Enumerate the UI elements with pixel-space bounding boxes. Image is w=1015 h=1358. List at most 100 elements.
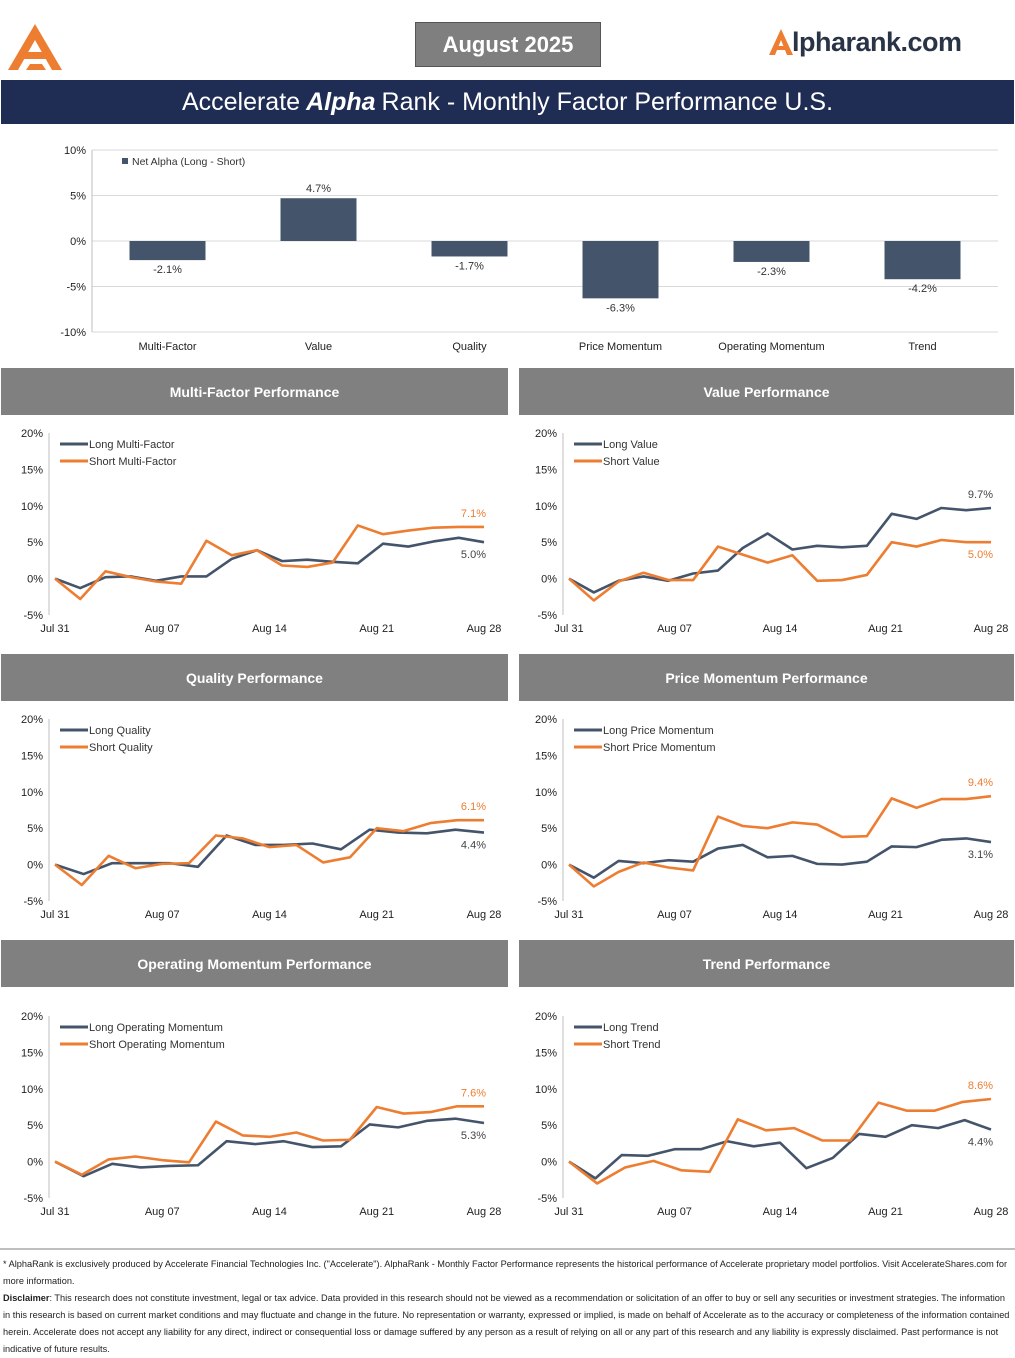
bar (129, 241, 206, 261)
y-tick-label: 0% (541, 860, 557, 872)
x-tick-label: Aug 28 (467, 1206, 502, 1218)
series-line (54, 536, 485, 590)
y-tick-label: 5% (541, 1120, 557, 1132)
category-label: Value (305, 341, 332, 353)
legend-label: Short Trend (603, 1039, 660, 1051)
series-line (54, 818, 484, 887)
legend-label: Net Alpha (Long - Short) (132, 156, 245, 168)
x-tick-label: Aug 07 (657, 623, 692, 635)
series-line (568, 1097, 992, 1185)
series-line (54, 1117, 485, 1178)
x-tick-label: Aug 21 (868, 909, 903, 921)
x-tick-label: Aug 07 (145, 1206, 180, 1218)
title-emphasis: Alpha (306, 87, 376, 116)
y-tick-label: 5% (70, 191, 86, 203)
y-tick-label: 10% (21, 787, 43, 799)
legend-swatch (122, 158, 128, 164)
x-tick-label: Jul 31 (40, 1206, 69, 1218)
y-tick-label: -5% (537, 896, 557, 908)
page-title: Accelerate Alpha Rank - Monthly Factor P… (1, 80, 1014, 124)
y-tick-label: 10% (21, 1084, 43, 1096)
x-tick-label: Aug 28 (467, 623, 502, 635)
x-tick-label: Aug 28 (467, 909, 502, 921)
end-value-label: 7.6% (461, 1087, 486, 1099)
y-tick-label: 5% (541, 537, 557, 549)
y-tick-label: 15% (21, 1047, 43, 1059)
y-tick-label: 15% (535, 464, 557, 476)
category-label: Quality (452, 341, 487, 353)
multi-factor-panel-title: Multi-Factor Performance (1, 368, 508, 415)
alpharank-a-logo-icon (769, 29, 793, 55)
bar (733, 241, 810, 262)
site-logo-text: lpharank.com (792, 26, 962, 57)
footer-divider (0, 1248, 1015, 1250)
y-tick-label: 0% (27, 574, 43, 586)
x-tick-label: Aug 07 (145, 909, 180, 921)
bar-value-label: -1.7% (455, 260, 484, 272)
x-tick-label: Aug 14 (252, 1206, 287, 1218)
y-tick-label: -5% (23, 896, 43, 908)
x-tick-label: Aug 14 (763, 623, 798, 635)
disclaimer: * AlphaRank is exclusively produced by A… (3, 1256, 1013, 1358)
title-prefix: Accelerate (181, 87, 301, 116)
x-tick-label: Aug 28 (974, 1206, 1009, 1218)
x-tick-label: Jul 31 (40, 623, 69, 635)
report-date-badge: August 2025 (415, 22, 601, 67)
quality-line-chart: 20% 15% 10% 5% 0% -5%Jul 31 Aug 07 Aug 14 Aug 21… (21, 714, 502, 921)
x-tick-label: Jul 31 (40, 909, 69, 921)
y-tick-label: -5% (23, 610, 43, 622)
bar-value-label: 4.7% (306, 183, 331, 195)
legend-label: Short Price Momentum (603, 742, 715, 754)
end-value-label: 4.4% (968, 1137, 993, 1149)
operating-momentum-panel-title: Operating Momentum Performance (1, 940, 508, 987)
category-label: Price Momentum (579, 341, 662, 353)
bar-value-label: -6.3% (606, 302, 635, 314)
x-tick-label: Jul 31 (554, 909, 583, 921)
series-line (568, 837, 992, 880)
x-tick-label: Aug 07 (657, 909, 692, 921)
x-tick-label: Aug 14 (763, 1206, 798, 1218)
y-tick-label: -5% (537, 1193, 557, 1205)
disclaimer-text: : This research does not constitute inve… (3, 1293, 1010, 1354)
series-line (54, 524, 484, 601)
end-value-label: 7.1% (461, 508, 486, 520)
x-tick-label: Aug 21 (359, 1206, 394, 1218)
y-tick-label: 0% (541, 574, 557, 586)
x-tick-label: Aug 14 (252, 909, 287, 921)
series-line (54, 828, 485, 876)
y-tick-label: 20% (21, 1011, 43, 1023)
disclaimer-body: Disclaimer: This research does not const… (3, 1290, 1013, 1358)
bar-value-label: -2.3% (757, 266, 786, 278)
y-tick-label: 10% (21, 501, 43, 513)
y-tick-label: 20% (535, 714, 557, 726)
y-tick-label: 15% (535, 750, 557, 762)
bar (582, 241, 659, 299)
y-tick-label: 20% (21, 428, 43, 440)
legend-label: Short Multi-Factor (89, 456, 177, 468)
y-tick-label: -10% (60, 327, 86, 339)
y-tick-label: 5% (27, 823, 43, 835)
value-line-chart: 20% 15% 10% 5% 0% -5%Jul 31 Aug 07 Aug 14 Aug 21… (535, 428, 1008, 635)
bar (431, 241, 508, 257)
y-tick-label: 10% (64, 145, 86, 157)
series-line (568, 538, 991, 602)
price-momentum-panel-title: Price Momentum Performance (519, 654, 1014, 701)
x-tick-label: Aug 07 (145, 623, 180, 635)
y-tick-label: 10% (535, 501, 557, 513)
x-tick-label: Aug 21 (868, 1206, 903, 1218)
category-label: Operating Momentum (718, 341, 824, 353)
y-tick-label: 15% (21, 750, 43, 762)
x-tick-label: Jul 31 (554, 1206, 583, 1218)
x-tick-label: Aug 21 (359, 623, 394, 635)
y-tick-label: 15% (21, 464, 43, 476)
trend-panel-title: Trend Performance (519, 940, 1014, 987)
value-panel-title: Value Performance (519, 368, 1014, 415)
x-tick-label: Aug 14 (252, 623, 287, 635)
multi-factor-line-chart: 20% 15% 10% 5% 0% -5%Jul 31 Aug 07 Aug 14 Aug 21… (21, 428, 502, 635)
quality-panel-title: Quality Performance (1, 654, 508, 701)
bar-value-label: -2.1% (153, 264, 182, 276)
x-tick-label: Aug 07 (657, 1206, 692, 1218)
x-tick-label: Aug 28 (974, 909, 1009, 921)
disclaimer-label: Disclaimer (3, 1293, 50, 1303)
end-value-label: 5.0% (461, 549, 486, 561)
